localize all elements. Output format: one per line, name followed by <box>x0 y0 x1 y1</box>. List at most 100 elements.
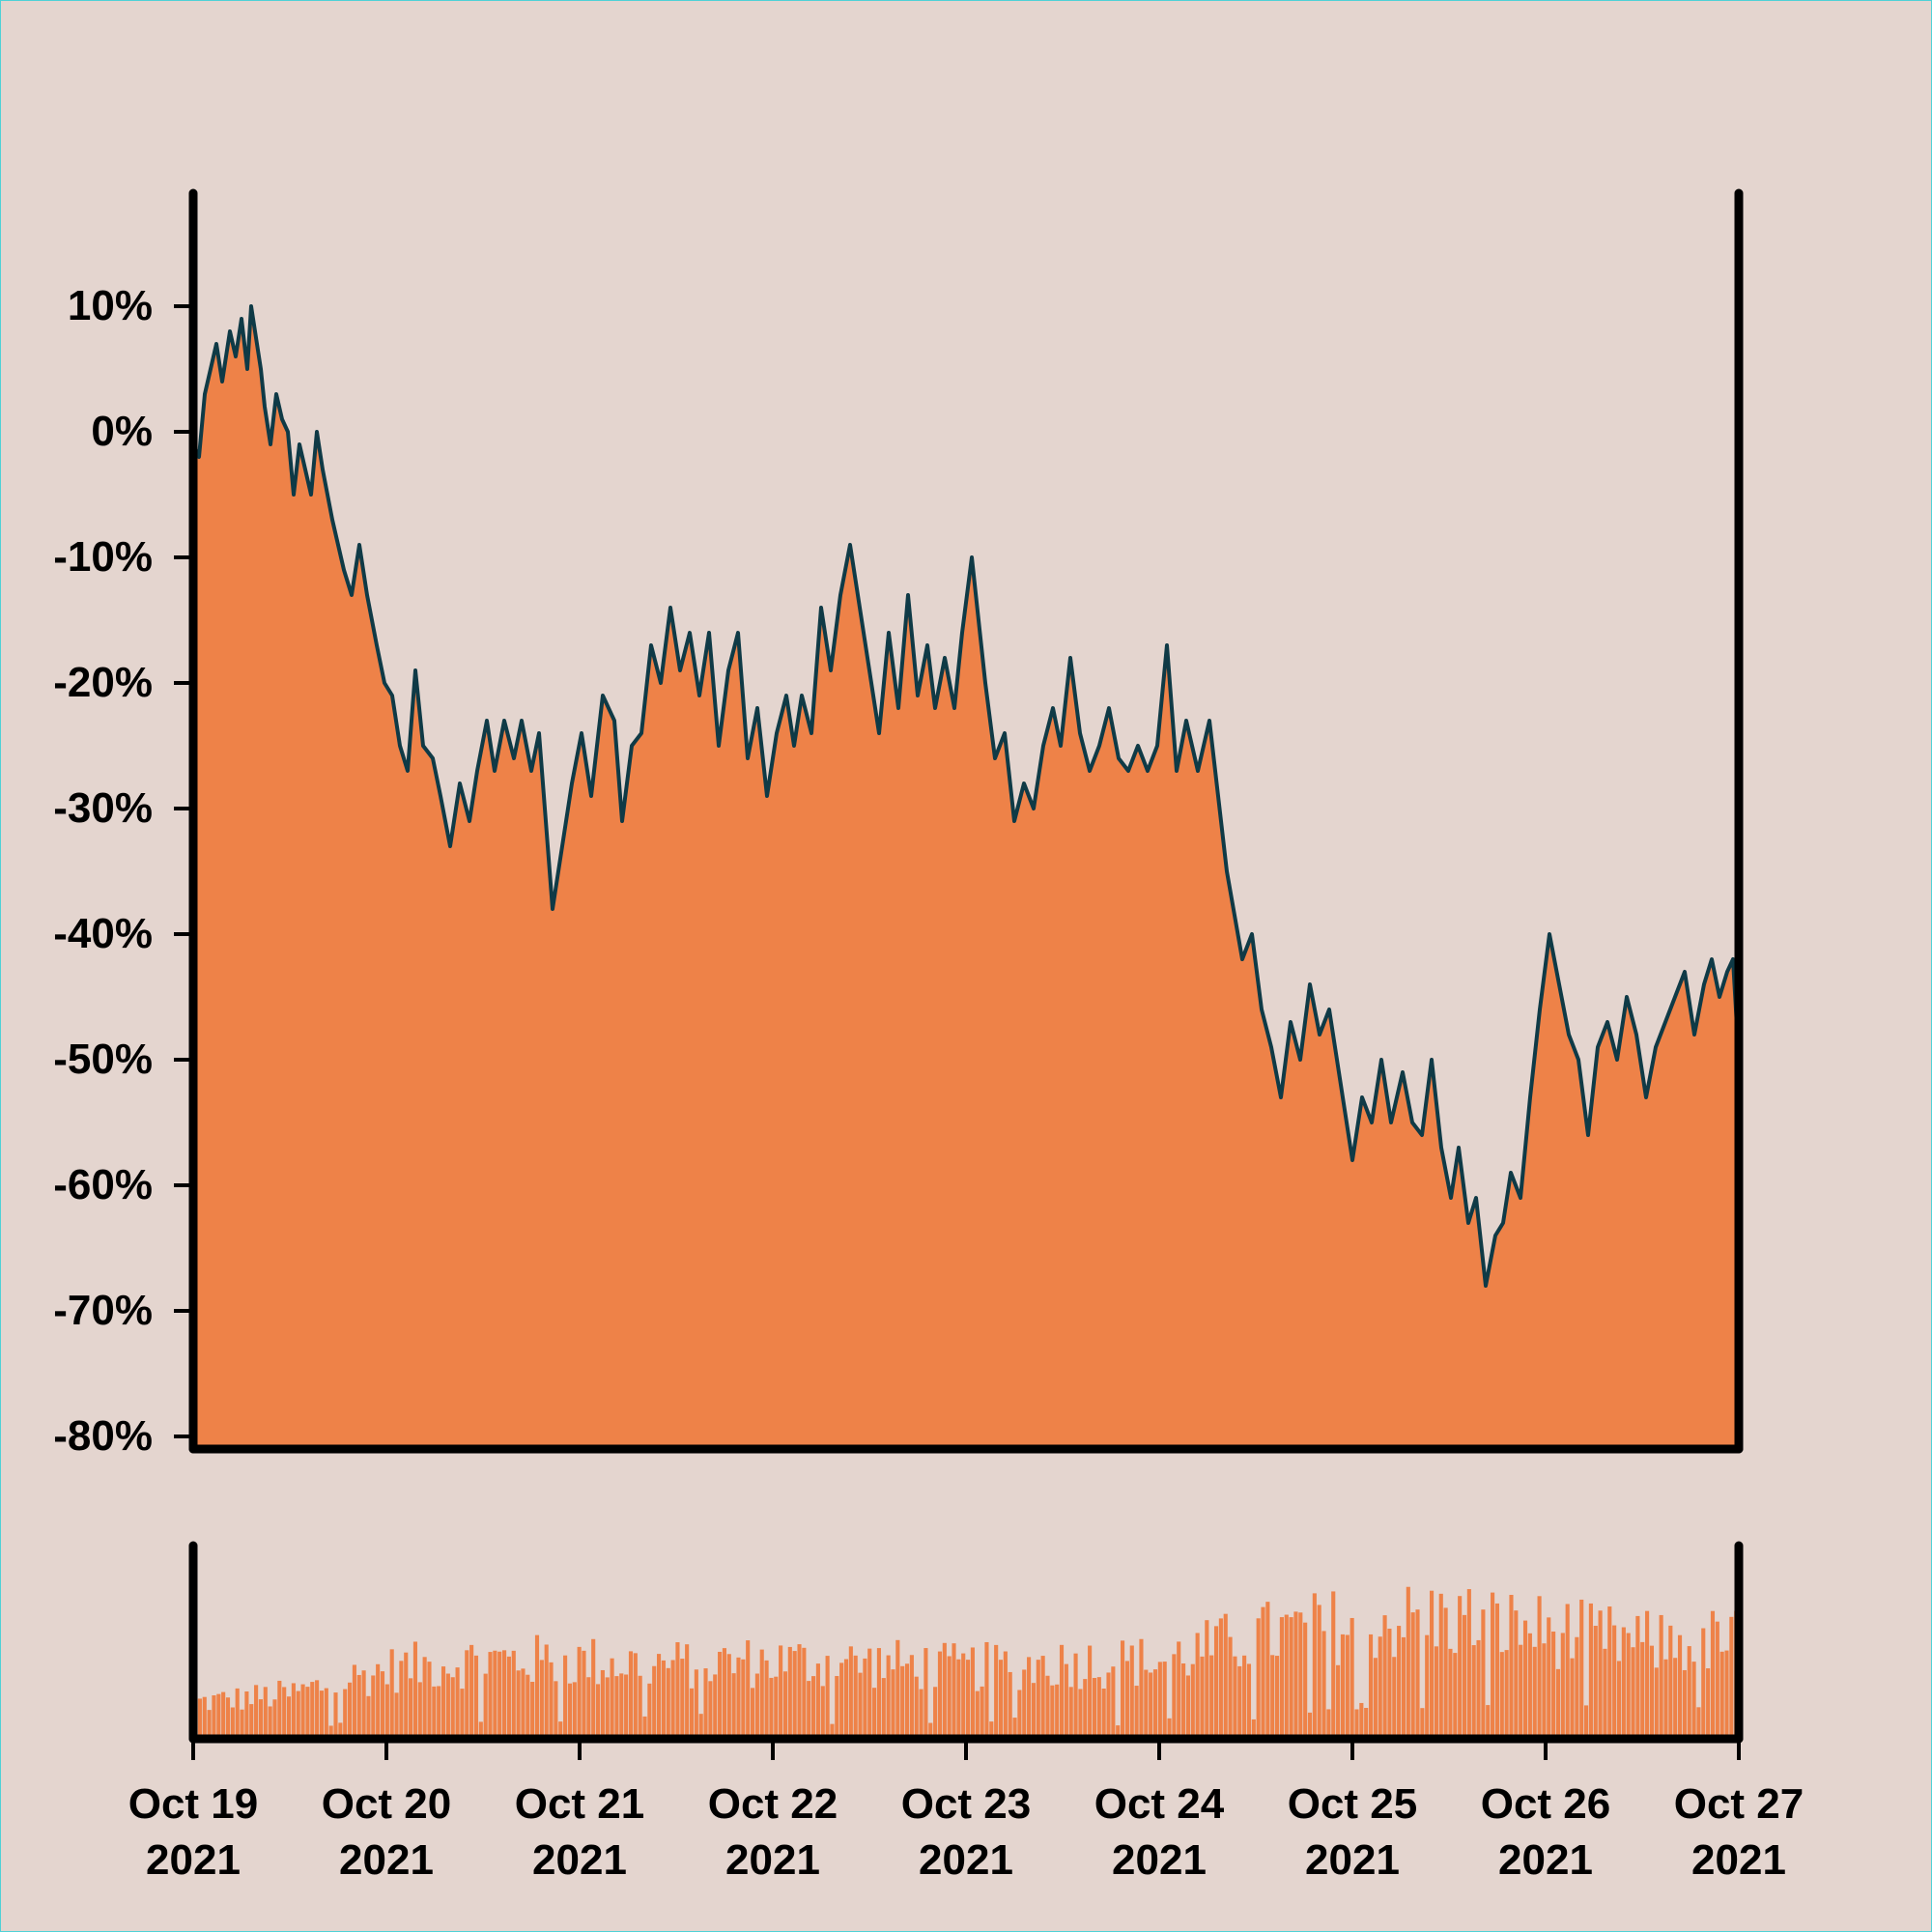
volume-bar <box>1068 1687 1073 1739</box>
volume-bar <box>1696 1707 1701 1739</box>
volume-bar <box>291 1683 296 1739</box>
volume-bar <box>384 1684 389 1739</box>
volume-bar <box>1190 1663 1195 1739</box>
volume-bar <box>680 1659 685 1739</box>
volume-bar <box>469 1644 474 1739</box>
volume-bar <box>1729 1616 1734 1739</box>
volume-bar <box>689 1688 695 1739</box>
volume-bar <box>1185 1675 1190 1739</box>
volume-bar <box>221 1691 226 1739</box>
price-area <box>193 306 1739 1449</box>
volume-bar <box>1129 1645 1134 1739</box>
volume-bar <box>1275 1656 1280 1739</box>
volume-bar <box>1706 1668 1711 1739</box>
volume-bar <box>628 1651 634 1739</box>
volume-bar <box>825 1656 830 1739</box>
volume-bar <box>1307 1712 1313 1739</box>
volume-bar <box>197 1698 202 1739</box>
y-tick-label: -30% <box>53 784 153 832</box>
volume-bar <box>807 1681 811 1739</box>
volume-bar <box>1443 1607 1448 1739</box>
volume-bar <box>1359 1702 1364 1739</box>
x-tick-label: Oct 25 2021 <box>1288 1780 1418 1884</box>
volume-bar <box>1177 1641 1181 1739</box>
volume-bar <box>1152 1669 1158 1739</box>
volume-bar <box>718 1651 723 1739</box>
volume-bar <box>300 1684 305 1739</box>
volume-bar <box>797 1644 802 1739</box>
volume-bar <box>1096 1677 1101 1739</box>
volume-bar <box>1350 1617 1354 1739</box>
volume-bar <box>1537 1596 1542 1739</box>
volume-bar <box>647 1683 652 1739</box>
volume-bar <box>1073 1653 1078 1739</box>
volume-bar <box>1289 1617 1293 1739</box>
volume-bar <box>465 1650 469 1739</box>
volume-bar <box>1055 1684 1060 1739</box>
x-tick-label: Oct 19 2021 <box>128 1780 259 1884</box>
volume-bar <box>1345 1634 1350 1739</box>
y-tick-label: -40% <box>53 910 153 957</box>
volume-bar <box>526 1674 530 1739</box>
volume-bar <box>1607 1606 1612 1739</box>
volume-bar <box>240 1709 244 1739</box>
volume-bar <box>1270 1655 1275 1739</box>
volume-bar <box>726 1654 731 1739</box>
volume-bar <box>516 1670 521 1739</box>
volume-bar <box>1064 1663 1068 1739</box>
volume-bar <box>909 1655 914 1739</box>
volume-bar <box>417 1682 422 1739</box>
volume-bar <box>919 1689 923 1739</box>
volume-bar <box>1036 1660 1040 1739</box>
volume-bar <box>352 1664 356 1739</box>
volume-bar <box>567 1683 572 1739</box>
volume-bar <box>624 1674 629 1739</box>
volume-bar <box>1453 1653 1458 1739</box>
volume-bar <box>1378 1636 1382 1739</box>
volume-bar <box>1149 1672 1153 1739</box>
volume-bar <box>769 1677 774 1739</box>
volume-bar <box>258 1699 263 1739</box>
volume-bar <box>506 1656 511 1739</box>
volume-bar <box>1050 1685 1055 1739</box>
volume-bar <box>947 1656 952 1739</box>
volume-bar <box>1261 1606 1265 1739</box>
volume-bar <box>1218 1618 1223 1739</box>
volume-bar <box>900 1665 905 1739</box>
volume-bar <box>787 1646 792 1739</box>
volume-bar <box>282 1687 287 1739</box>
volume-bar <box>1654 1667 1659 1739</box>
volume-bar <box>1003 1651 1008 1739</box>
volume-bar <box>521 1668 526 1739</box>
volume-bar <box>1532 1646 1537 1739</box>
volume-bar <box>554 1681 558 1739</box>
volume-bar <box>591 1638 596 1739</box>
volume-bar <box>1410 1612 1415 1739</box>
volume-bar <box>272 1699 277 1739</box>
volume-bar <box>750 1688 755 1739</box>
volume-bar <box>1466 1589 1471 1739</box>
volume-bar <box>881 1678 886 1739</box>
volume-bar <box>782 1671 788 1739</box>
volume-bar <box>1031 1683 1036 1739</box>
volume-bar <box>1022 1669 1027 1739</box>
volume-bar <box>268 1706 272 1739</box>
volume-bar <box>1368 1634 1374 1739</box>
volume-bar <box>1284 1614 1289 1739</box>
y-tick-label: 10% <box>68 282 153 329</box>
volume-bar <box>1213 1626 1219 1739</box>
volume-bar <box>1491 1592 1495 1739</box>
volume-bar <box>1027 1657 1032 1739</box>
volume-bar <box>1701 1628 1706 1739</box>
volume-bar <box>235 1688 240 1739</box>
volume-bar <box>1181 1663 1186 1739</box>
volume-bar <box>1462 1614 1467 1739</box>
volume-bar <box>572 1682 577 1739</box>
volume-bar <box>1237 1665 1242 1739</box>
volume-bar <box>1415 1609 1420 1739</box>
volume-bar <box>478 1721 483 1739</box>
volume-bar <box>1312 1593 1317 1739</box>
volume-bar <box>661 1660 666 1739</box>
volume-bar <box>338 1722 343 1739</box>
